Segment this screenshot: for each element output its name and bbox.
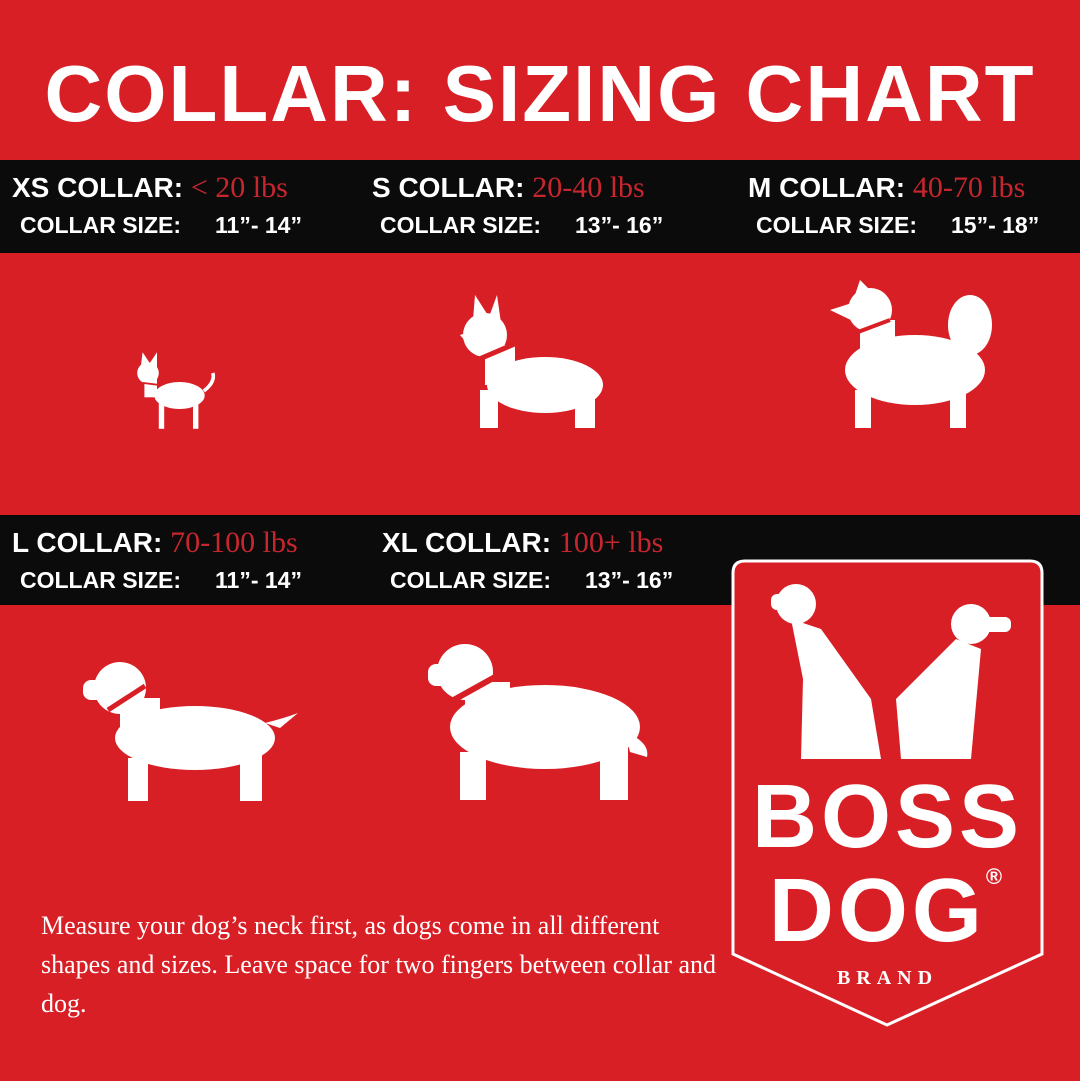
size-s: S COLLAR: 20-40 lbs COLLAR SIZE: 13”- 16”	[372, 170, 663, 240]
size-l: L COLLAR: 70-100 lbs COLLAR SIZE: 11”- 14…	[12, 525, 302, 595]
collar-size-label: COLLAR SIZE:	[20, 212, 181, 238]
collar-size-label: COLLAR SIZE:	[756, 212, 917, 238]
size-weight: 100+ lbs	[558, 526, 664, 559]
size-m: M COLLAR: 40-70 lbs COLLAR SIZE: 15”- 18”	[748, 170, 1039, 240]
logo-brand: BRAND	[836, 967, 939, 989]
size-name: XS COLLAR:	[12, 172, 184, 203]
size-weight: 70-100 lbs	[170, 526, 298, 559]
size-name: L COLLAR:	[12, 527, 163, 558]
size-xl: XL COLLAR: 100+ lbs COLLAR SIZE: 13”- 16”	[382, 525, 673, 595]
collar-size-value: 13”- 16”	[585, 567, 674, 593]
size-weight: 20-40 lbs	[532, 171, 645, 204]
large-dog-icon	[83, 662, 298, 801]
logo-dog-text: DOG	[768, 861, 986, 961]
extra-large-dog-icon	[428, 644, 648, 800]
size-band-top	[0, 160, 1080, 253]
logo-dog: DOG®	[731, 864, 1044, 957]
size-xs: XS COLLAR: < 20 lbs COLLAR SIZE: 11”- 14”	[12, 170, 302, 240]
collar-size-value: 13”- 16”	[575, 212, 664, 238]
size-weight: 40-70 lbs	[912, 171, 1026, 204]
collar-size-value: 11”- 14”	[215, 567, 302, 593]
chihuahua-icon	[137, 352, 216, 429]
corgi-icon	[460, 295, 603, 428]
collar-size-value: 11”- 14”	[215, 212, 302, 238]
size-name: XL COLLAR:	[382, 527, 552, 558]
boss-dog-logo	[731, 559, 1044, 1027]
registered-mark: ®	[985, 864, 1007, 889]
size-name: M COLLAR:	[748, 172, 906, 203]
collar-size-value: 15”- 18”	[951, 212, 1040, 238]
medium-dog-icon	[830, 280, 992, 428]
collar-size-label: COLLAR SIZE:	[390, 567, 551, 593]
measure-note: Measure your dog’s neck first, as dogs c…	[41, 911, 716, 1018]
logo-boss: BOSS	[751, 767, 1024, 867]
page-title: COLLAR: SIZING CHART	[44, 49, 1036, 138]
collar-size-label: COLLAR SIZE:	[380, 212, 541, 238]
collar-size-label: COLLAR SIZE:	[20, 567, 181, 593]
size-weight: < 20 lbs	[190, 171, 288, 204]
size-name: S COLLAR:	[372, 172, 525, 203]
